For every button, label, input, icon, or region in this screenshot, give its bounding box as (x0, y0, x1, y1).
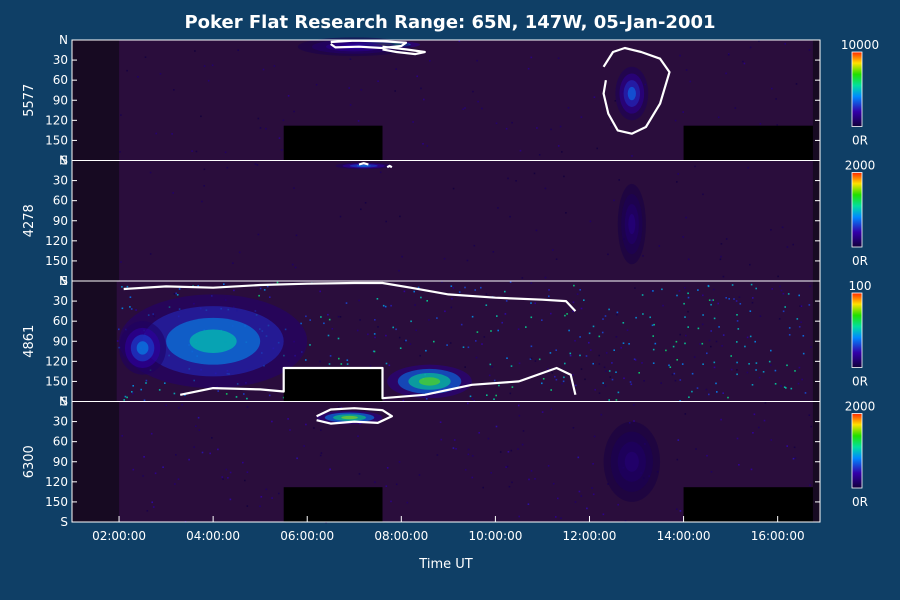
series-name: 6300 (22, 445, 37, 478)
contour-line (179, 366, 577, 400)
y-tick-label: 60 (53, 314, 68, 328)
y-tick-label: 90 (53, 334, 68, 348)
emission-blob (119, 294, 308, 389)
y-tick-label: 60 (53, 194, 68, 208)
data-gap (283, 487, 383, 522)
y-tick-label: 30 (53, 294, 68, 308)
emission-blob (615, 66, 649, 121)
contour-line (382, 45, 426, 56)
x-tick-label: 06:00:00 (280, 529, 334, 543)
data-gap (283, 125, 383, 161)
data-gap (683, 125, 813, 161)
contour-line (330, 39, 408, 50)
panel-5577: N 30 60 90 120 150 S 5577 10000 0R (22, 33, 879, 168)
x-axis-label: Time UT (418, 557, 472, 572)
y-tick-label: 90 (53, 214, 68, 228)
contour-line (358, 162, 369, 166)
y-tick-label: 120 (45, 234, 68, 248)
panel-4861: N 30 60 90 120 150 S 4861 100 0R (22, 274, 871, 409)
colorbar-max-label: 2000 (845, 400, 876, 414)
series-name: 5577 (22, 84, 37, 117)
contour-line (316, 407, 393, 425)
emission-blob (603, 421, 661, 502)
x-tick-label: 14:00:00 (657, 529, 711, 543)
y-tick-label: 30 (53, 174, 68, 188)
y-tick-label: S (60, 515, 68, 529)
y-tick-label: N (59, 274, 68, 288)
y-tick-label: 30 (53, 415, 68, 429)
colorbar-max-label: 10000 (841, 38, 879, 52)
emission-blob (617, 183, 646, 265)
colorbar (851, 51, 863, 127)
series-name: 4278 (22, 204, 37, 237)
contour-line (386, 164, 393, 169)
x-tick-label: 02:00:00 (92, 529, 146, 543)
colorbar-max-label: 2000 (845, 159, 876, 173)
colorbar (851, 413, 863, 489)
colorbar-max-label: 100 (849, 279, 872, 293)
x-tick-label: 04:00:00 (186, 529, 240, 543)
emission-blob (335, 162, 392, 170)
panel-6300: N 30 60 90 120 150 S 6300 2000 0R (22, 395, 875, 530)
y-tick-label: 150 (45, 133, 68, 147)
emission-blob (119, 321, 167, 375)
x-tick-label: 16:00:00 (751, 529, 805, 543)
x-tick-label: 08:00:00 (374, 529, 428, 543)
colorbar-min-label: 0R (852, 495, 868, 509)
y-tick-label: N (59, 33, 68, 47)
colorbar-min-label: 0R (852, 134, 868, 148)
y-tick-label: 90 (53, 455, 68, 469)
y-tick-label: N (59, 395, 68, 409)
y-tick-label: S (60, 154, 68, 168)
y-tick-label: 120 (45, 475, 68, 489)
y-tick-label: 60 (53, 73, 68, 87)
y-tick-label: 90 (53, 93, 68, 107)
colorbar-min-label: 0R (852, 375, 868, 389)
panel-4278: N 30 60 90 120 150 S 4278 2000 0R (22, 154, 875, 289)
x-tick-label: 12:00:00 (563, 529, 617, 543)
colorbar-min-label: 0R (852, 254, 868, 268)
y-tick-label: 150 (45, 374, 68, 388)
y-tick-label: 60 (53, 435, 68, 449)
chart-title: Poker Flat Research Range: 65N, 147W, 05… (184, 12, 715, 33)
colorbar (851, 292, 863, 368)
x-tick-label: 10:00:00 (468, 529, 522, 543)
series-name: 4861 (22, 325, 37, 358)
y-tick-label: S (60, 395, 68, 409)
y-tick-label: 120 (45, 354, 68, 368)
y-tick-label: 30 (53, 53, 68, 67)
contour-line (123, 281, 577, 312)
y-tick-label: S (60, 274, 68, 288)
data-region (119, 160, 813, 281)
y-tick-label: N (59, 154, 68, 168)
data-gap (283, 368, 383, 402)
emission-blob (316, 410, 383, 425)
contour-line (602, 46, 671, 135)
data-gap (683, 487, 813, 522)
y-tick-label: 120 (45, 113, 68, 127)
y-tick-label: 150 (45, 495, 68, 509)
y-tick-label: 150 (45, 254, 68, 268)
colorbar (851, 172, 863, 248)
